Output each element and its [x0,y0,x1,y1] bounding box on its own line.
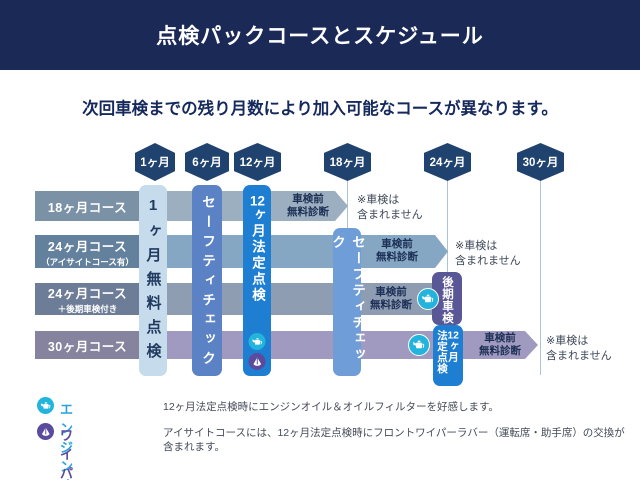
hexagon-badge: 18ヶ月 [324,143,371,181]
pre-inspection-diagnosis-30m: 車検前 無料診断 [479,332,521,357]
engine-oil-icon [37,397,54,414]
row-18m-label-band [35,191,140,221]
row-label-24m-late: 24ヶ月コース ＋後期車検付き [47,287,128,314]
column-12month-legal-inspection: 12ヶ月法定点検 [243,185,271,376]
row-24m-eyesight-band [140,235,448,268]
engine-oil-icon [408,334,430,356]
pre-inspection-diagnosis-24m-late: 車検前 無料診断 [370,286,412,311]
hexagon-badge: 6ヶ月 [185,143,229,181]
engine-oil-icon [248,333,266,350]
marker-30month: 30ヶ月 [517,143,564,181]
row-label-18m: 18ヶ月コース [47,200,128,215]
column-12month-legal-inspection-2: 12ヶ月 法定点検 [433,325,463,386]
intro-text: 次回車検までの残り月数により加入可能なコースが異なります。 [82,100,558,118]
marker-24month: 24ヶ月 [424,143,471,181]
row-24m-eyesight-label-band [35,235,140,268]
row-24m-late-label-band [35,283,140,315]
pre-inspection-diagnosis-18m: 車検前 無料診断 [287,193,329,218]
wiper-rubber-icon [248,353,266,370]
legend-engine-oil-desc: 12ヶ月法定点検時にエンジンオイル＆オイルフィルターを好感します。 [163,401,499,413]
legend-engine-oil-label: エンジンオイル交換 [60,402,74,480]
hexagon-badge: 12ヶ月 [234,143,281,181]
column-late-period-inspection: 後期車検 [432,272,462,325]
hexagon-badge: 24ヶ月 [424,143,471,181]
row-label-30m: 30ヶ月コース [47,339,128,354]
pre-inspection-diagnosis-24m-eyesight: 車検前 無料診断 [376,238,418,263]
wiper-rubber-icon [37,423,54,440]
column-1month-free-inspection: 1ヶ月無料点検 [139,185,167,376]
timeline-line-18 [346,179,349,229]
marker-12month: 12ヶ月 [234,143,281,181]
timeline-line-30 [539,179,542,375]
legend-wiper-rubber-desc: アイサイトコースには、12ヶ月法定点検時にフロントワイパーラバー（運転席・助手席… [163,427,625,453]
marker-18month: 18ヶ月 [324,143,371,181]
note-no-shaken-30m: ※車検は 含まれません [546,335,612,362]
header: 点検パックコースとスケジュール [0,0,640,70]
row-label-24m-eyesight: 24ヶ月コース （アイサイトコース有） [41,239,134,267]
hexagon-badge: 1ヶ月 [135,143,175,181]
row-24m-late-band [140,283,440,315]
timeline-line-24 [446,179,449,273]
marker-1month: 1ヶ月 [135,143,175,181]
note-no-shaken-24m: ※車検は 含まれません [455,240,521,267]
page-title: 点検パックコースとスケジュール [156,25,484,48]
row-30m-label-band [35,331,140,359]
legend-wiper-rubber-label: ワイパーラバー交換 [60,428,74,480]
included-service-icons [248,333,266,370]
column-safety-check-2: セーフティチェック [330,228,365,376]
marker-6month: 6ヶ月 [185,143,229,181]
engine-oil-icon [417,288,439,310]
hexagon-badge: 30ヶ月 [517,143,564,181]
note-no-shaken-18m: ※車検は 含まれません [357,194,423,221]
column-safety-check-1: セーフティチェック [192,185,222,376]
